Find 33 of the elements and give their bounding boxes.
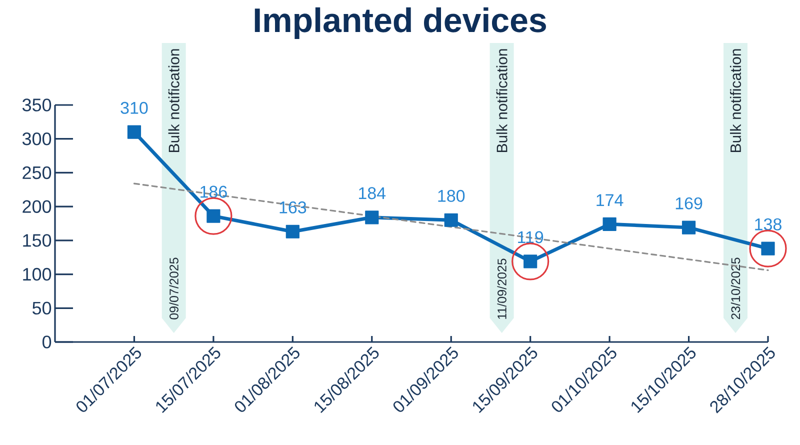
y-tick-label: 50	[32, 302, 52, 315]
data-label: 184	[359, 187, 386, 200]
data-label: 169	[676, 197, 702, 210]
data-label: 119	[518, 231, 544, 244]
annotation: Bulk notification	[168, 49, 180, 152]
data-label: 163	[280, 201, 306, 214]
y-tick-label: 300	[22, 132, 52, 146]
point	[365, 210, 379, 224]
y-tick-label: 200	[22, 200, 52, 213]
y-tick-label: 250	[22, 166, 52, 180]
point	[286, 224, 300, 238]
data-label: 180	[438, 190, 465, 202]
annotation: 11/09/2025	[497, 258, 506, 319]
annotation: Bulk notification	[496, 49, 508, 152]
data-label: 186	[200, 186, 227, 198]
chart-title: Implanted devices	[254, 7, 546, 40]
annotation: 23/10/2025	[730, 258, 740, 320]
point	[602, 217, 616, 231]
point	[444, 213, 458, 227]
point	[749, 230, 787, 268]
y-tick-label: 0	[42, 336, 52, 348]
data-label: 310	[120, 102, 148, 114]
y-tick-label: 350	[22, 98, 52, 112]
y-tick-label: 150	[23, 234, 52, 247]
annotation: 09/07/2025	[169, 258, 178, 320]
data-label: 174	[596, 194, 624, 206]
point	[127, 125, 142, 139]
point	[194, 197, 232, 235]
annotation: Bulk notification	[730, 49, 742, 152]
data-label: 138	[755, 218, 782, 230]
point	[682, 220, 696, 234]
y-tick-label: 100	[23, 268, 52, 281]
point	[512, 242, 550, 280]
